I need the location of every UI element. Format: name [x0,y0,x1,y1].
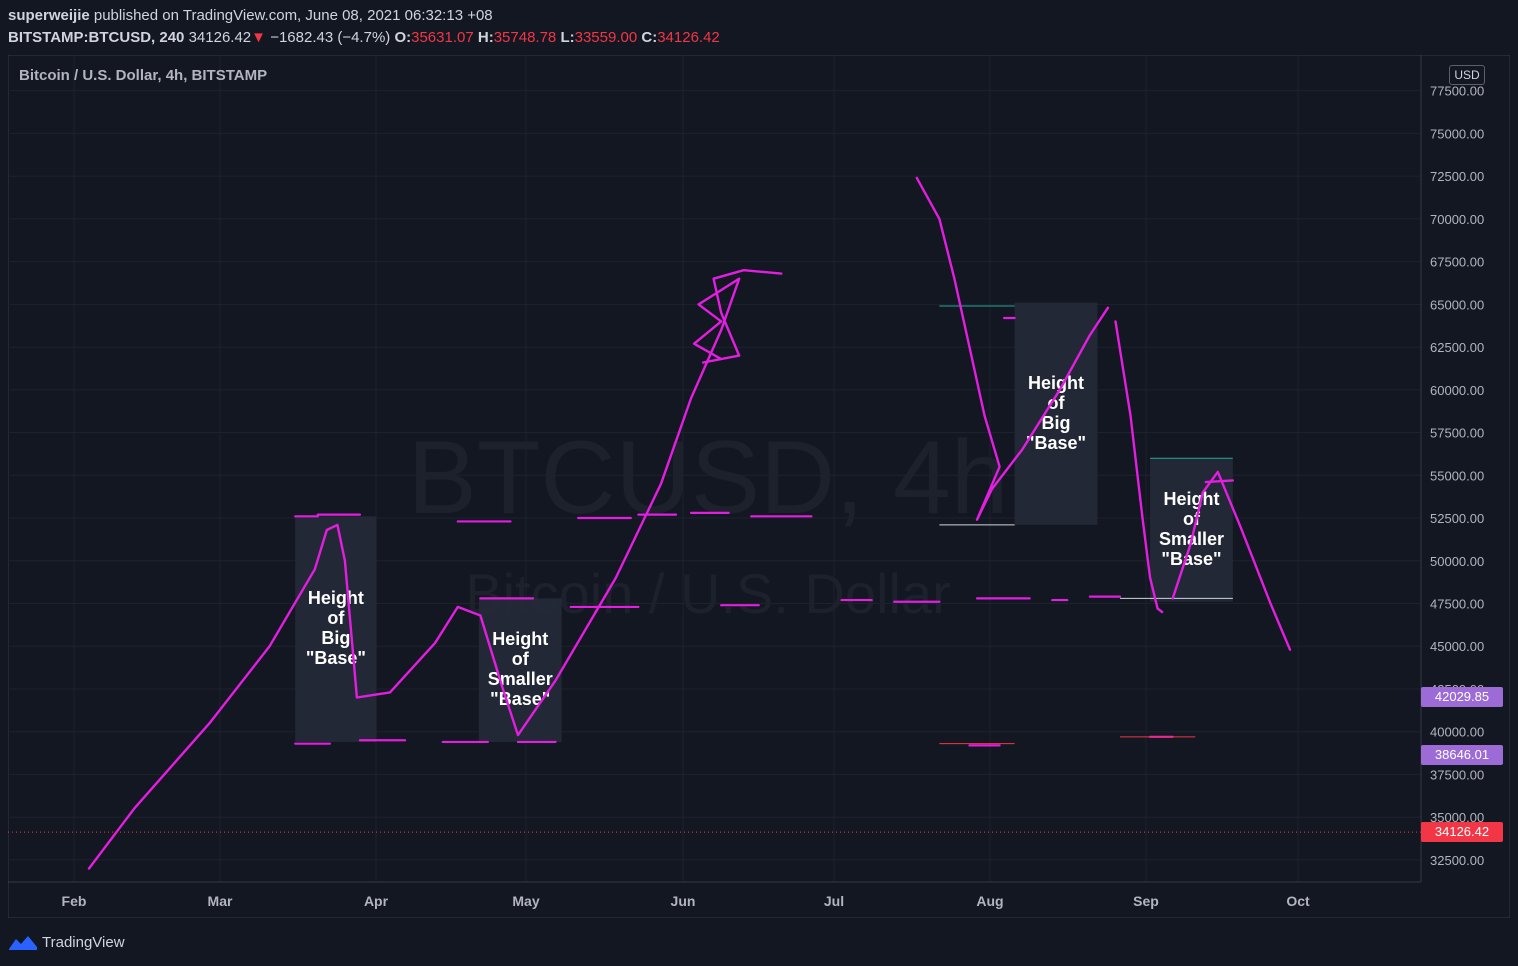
base-box-label: Height [308,588,364,608]
symbol-label: BITSTAMP:BTCUSD, 240 [8,29,185,46]
time-tick-label: Aug [976,893,1003,909]
high-label: H: [477,29,494,46]
price-tick-label: 70000.00 [1430,212,1484,227]
legend-title[interactable]: Bitcoin / U.S. Dollar, 4h, BITSTAMP [19,67,268,84]
price-tick-label: 77500.00 [1430,84,1484,99]
drawn-down-leg [1114,320,1164,614]
price-change: −1682.43 (−4.7%) [270,29,391,46]
base-box-label: Height [492,629,548,649]
price-tick-label: 62500.00 [1430,340,1484,355]
annotation-boxes: HeightofBig"Base"HeightofSmaller"Base"He… [295,302,1233,742]
price-label-current: 34126.42 [1421,822,1503,843]
time-tick-label: Jul [824,893,844,909]
grid [8,55,1421,882]
time-tick-label: Oct [1286,893,1310,909]
open-value: 35631.07 [411,29,474,46]
time-tick-label: Mar [208,893,233,909]
base-box-label: of [512,649,530,669]
publish-info: superweijie published on TradingView.com… [8,7,493,24]
time-tick-label: Feb [62,893,87,909]
base-box-label: "Base" [1161,549,1221,569]
base-box-label: "Base" [1026,433,1086,453]
base-box-label: of [1048,393,1066,413]
base-box-1 [478,598,562,742]
low-label: L: [560,29,575,46]
price-label-42029: 42029.85 [1421,687,1503,707]
high-value: 35748.78 [493,29,557,46]
price-tick-label: 55000.00 [1430,468,1484,483]
time-tick-label: May [512,893,539,909]
brand-name: TradingView [42,933,125,951]
drawn-squiggle [692,268,783,364]
drawn-paths [87,176,1292,870]
price-tick-label: 45000.00 [1430,639,1484,654]
price-tick-label: 37500.00 [1430,767,1484,782]
time-tick-label: Jun [671,893,696,909]
base-box-label: Height [1028,373,1084,393]
price-tick-label: 67500.00 [1430,255,1484,270]
price-tick-label: 75000.00 [1430,126,1484,141]
price-tick-label: 32500.00 [1430,853,1484,868]
chart-container[interactable]: BTCUSD, 4h Bitcoin / U.S. Dollar 32500.0… [8,55,1510,918]
low-value: 33559.00 [574,29,638,46]
tradingview-logo-icon [9,936,37,950]
price-axis[interactable]: 32500.0035000.0037500.0040000.0042500.00… [1430,84,1484,868]
price-label-38646: 38646.01 [1421,744,1503,765]
drawn-trend-path-1 [87,328,723,870]
base-box-0 [295,516,377,742]
price-tick-label: 35000.00 [1430,810,1484,825]
base-box-label: Big [1042,413,1071,433]
price-tick-label: 72500.00 [1430,169,1484,184]
footer-brand[interactable]: TradingView [8,933,125,951]
currency-button[interactable]: USD [1449,65,1485,85]
symbol-ohlc-bar: BITSTAMP:BTCUSD, 240 34126.42▼ −1682.43 … [8,29,720,46]
last-price: 34126.42 [188,29,252,46]
drawn-sep-top [1204,479,1235,484]
watermark-symbol: BTCUSD, 4h [407,420,1008,536]
author-name[interactable]: superweijie [8,7,90,24]
open-label: O: [394,29,412,46]
base-box-label: of [327,608,345,628]
price-tick-label: 60000.00 [1430,383,1484,398]
down-arrow-icon: ▼ [251,29,267,46]
published-text: published on TradingView.com, June 08, 2… [89,7,493,24]
price-tick-label: 65000.00 [1430,297,1484,312]
base-box-label: "Base" [306,648,366,668]
time-axis[interactable]: Feb Mar Apr May Jun Jul Aug Sep Oct [62,893,1310,909]
time-tick-label: Sep [1133,893,1159,909]
drawn-trend-path-2 [915,176,1110,521]
time-tick-label: Apr [364,893,389,909]
base-box-label: Smaller [488,669,553,689]
price-chart[interactable]: BTCUSD, 4h Bitcoin / U.S. Dollar 32500.0… [8,55,1510,918]
close-value: 34126.42 [657,29,720,46]
close-label: C: [641,29,658,46]
drawn-horizontal-lines [294,305,1233,747]
price-tick-label: 52500.00 [1430,511,1484,526]
price-tick-label: 40000.00 [1430,725,1484,740]
price-tick-label: 50000.00 [1430,554,1484,569]
drawn-sep-leg [1171,470,1292,651]
base-box-2 [1014,302,1098,525]
price-tick-label: 57500.00 [1430,426,1484,441]
base-box-label: Big [321,628,350,648]
price-tick-label: 47500.00 [1430,596,1484,611]
base-box-label: Height [1163,489,1219,509]
